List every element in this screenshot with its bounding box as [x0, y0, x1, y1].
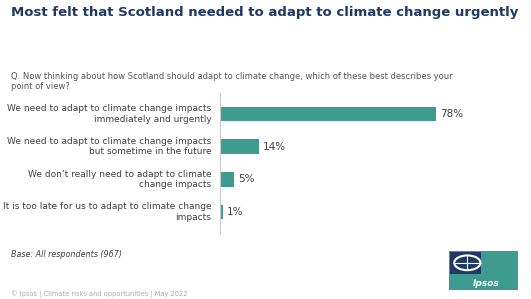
Text: 5%: 5%: [238, 174, 255, 184]
Bar: [220, 106, 436, 121]
Text: Most felt that Scotland needed to adapt to climate change urgently: Most felt that Scotland needed to adapt …: [11, 6, 518, 19]
Text: Ipsos: Ipsos: [473, 279, 500, 288]
Bar: [220, 205, 223, 219]
Text: Base: All respondents (967): Base: All respondents (967): [11, 250, 122, 259]
Text: Q. Now thinking about how Scotland should adapt to climate change, which of thes: Q. Now thinking about how Scotland shoul…: [11, 72, 452, 91]
Text: We don’t really need to adapt to climate
change impacts: We don’t really need to adapt to climate…: [28, 170, 211, 189]
Bar: [220, 172, 234, 187]
Text: 1%: 1%: [227, 207, 244, 217]
Text: It is too late for us to adapt to climate change
impacts: It is too late for us to adapt to climat…: [3, 202, 211, 222]
Text: 14%: 14%: [263, 142, 286, 152]
Bar: [220, 139, 259, 154]
Bar: [450, 252, 481, 274]
Text: We need to adapt to climate change impacts
but sometime in the future: We need to adapt to climate change impac…: [7, 137, 211, 156]
Text: 78%: 78%: [440, 109, 463, 119]
Text: We need to adapt to climate change impacts
immediately and urgently: We need to adapt to climate change impac…: [7, 104, 211, 123]
Text: © Ipsos | Climate risks and opportunities | May 2022: © Ipsos | Climate risks and opportunitie…: [11, 290, 187, 298]
